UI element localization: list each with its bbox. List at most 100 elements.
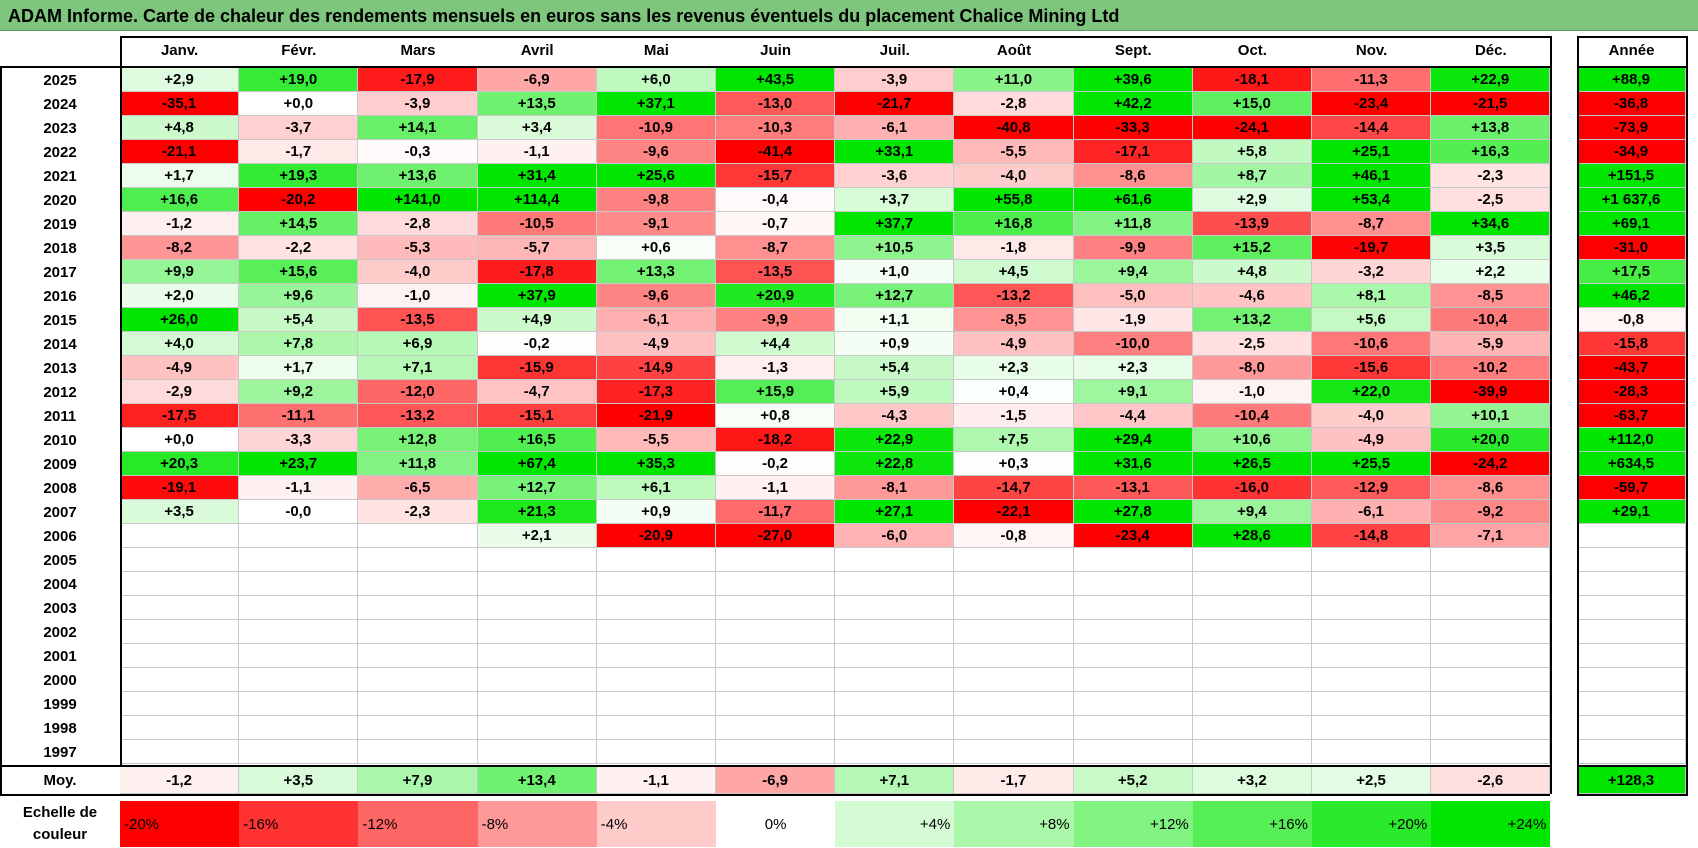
year-label: 2019 [43,215,77,233]
year-label: 2002 [43,623,77,641]
heatmap-cell: +23,7 [239,452,359,476]
scale-swatch: +20% [1312,801,1432,847]
heatmap-cell: +9,6 [239,284,359,308]
scale-label: Echelle de couleur [22,804,98,843]
heatmap-cell [1312,596,1432,620]
table-border [0,794,1551,796]
heatmap-cell: +2,9 [120,68,240,92]
scale-swatch: -16% [239,801,359,847]
heatmap-cell [716,716,836,740]
heatmap-cell: +35,3 [596,452,716,476]
annual-cell: -34,9 [1577,140,1686,164]
annual-cell: +29,1 [1577,500,1686,524]
title-bar: ADAM Informe. Carte de chaleur des rende… [0,0,1698,31]
annual-cell [1577,668,1686,692]
heatmap-cell: +20,9 [716,284,836,308]
average-cell: +5,2 [1073,767,1193,794]
heatmap-cell: -21,7 [835,92,955,116]
heatmap-cell: +9,9 [120,260,240,284]
average-cell: -6,9 [716,767,836,794]
heatmap-cell: -9,6 [596,284,716,308]
heatmap-cell: -0,3 [358,140,478,164]
heatmap-cell: +16,5 [477,428,597,452]
heatmap-cell: -10,3 [716,116,836,140]
heatmap-cell: -0,7 [716,212,836,236]
year-label: 1998 [43,719,77,737]
heatmap-cell [1192,548,1312,572]
heatmap-cell: +2,1 [477,524,597,548]
scale-swatch: +12% [1073,801,1193,847]
heatmap-cell [239,716,359,740]
heatmap-cell: -3,2 [1312,260,1432,284]
heatmap-cell: -18,2 [716,428,836,452]
heatmap-cell: -1,9 [1073,308,1193,332]
year-label: 2009 [43,455,77,473]
heatmap-cell: +34,6 [1431,212,1551,236]
heatmap-cell: +31,4 [477,164,597,188]
heatmap-cell: -8,5 [954,308,1074,332]
average-cell: +2,5 [1312,767,1432,794]
heatmap-cell: -14,7 [954,476,1074,500]
heatmap-cell: +11,8 [1073,212,1193,236]
heatmap-cell [835,716,955,740]
average-annual-cell: +128,3 [1577,767,1686,794]
heatmap-cell [596,740,716,764]
heatmap-cell: -4,4 [1073,404,1193,428]
heatmap-cell: +6,1 [596,476,716,500]
heatmap-cell: +9,1 [1073,380,1193,404]
heatmap-cell: -5,5 [596,428,716,452]
heatmap-cell: -39,9 [1431,380,1551,404]
heatmap-cell [477,740,597,764]
annual-cell [1577,620,1686,644]
table-border [0,66,1551,68]
heatmap-cell [954,572,1074,596]
heatmap-cell [120,620,240,644]
heatmap-cell: -1,0 [1192,380,1312,404]
month-header: Mars [400,42,436,59]
heatmap-cell: -0,2 [477,332,597,356]
annual-cell: -15,8 [1577,332,1686,356]
heatmap-cell: +0,0 [239,92,359,116]
heatmap-cell [239,524,359,548]
heatmap-cell: +55,8 [954,188,1074,212]
annual-cell: -36,8 [1577,92,1686,116]
heatmap-cell [1192,692,1312,716]
heatmap-cell: -8,7 [716,236,836,260]
heatmap-cell: -12,9 [1312,476,1432,500]
heatmap-cell: +15,2 [1192,236,1312,260]
annual-cell: +46,2 [1577,284,1686,308]
heatmap-cell: +15,6 [239,260,359,284]
heatmap-cell: -9,8 [596,188,716,212]
heatmap-cell: +9,4 [1073,260,1193,284]
heatmap-cell: -8,5 [1431,284,1551,308]
heatmap-cell [358,644,478,668]
heatmap-cell [477,620,597,644]
heatmap-cell [954,620,1074,644]
heatmap-cell: -20,9 [596,524,716,548]
month-header: Août [996,42,1032,59]
heatmap-cell: -6,1 [1312,500,1432,524]
heatmap-cell: -2,5 [1192,332,1312,356]
heatmap-cell [835,572,955,596]
heatmap-cell [358,692,478,716]
heatmap-cell: +7,1 [358,356,478,380]
heatmap-cell [835,668,955,692]
heatmap-cell: +10,1 [1431,404,1551,428]
heatmap-cell [358,716,478,740]
heatmap-cell [954,740,1074,764]
heatmap-cell: -15,7 [716,164,836,188]
heatmap-cell: +27,1 [835,500,955,524]
heatmap-cell: -9,2 [1431,500,1551,524]
heatmap-cell: +3,5 [1431,236,1551,260]
heatmap-cell: -1,5 [954,404,1074,428]
heatmap-cell [596,620,716,644]
heatmap-cell: +5,9 [835,380,955,404]
heatmap-cell: -4,0 [358,260,478,284]
annual-cell: +17,5 [1577,260,1686,284]
heatmap-cell [1073,692,1193,716]
heatmap-cell: +9,2 [239,380,359,404]
year-label: 2016 [43,287,77,305]
heatmap-cell: +11,0 [954,68,1074,92]
heatmap-cell: +9,4 [1192,500,1312,524]
heatmap-cell: +0,4 [954,380,1074,404]
